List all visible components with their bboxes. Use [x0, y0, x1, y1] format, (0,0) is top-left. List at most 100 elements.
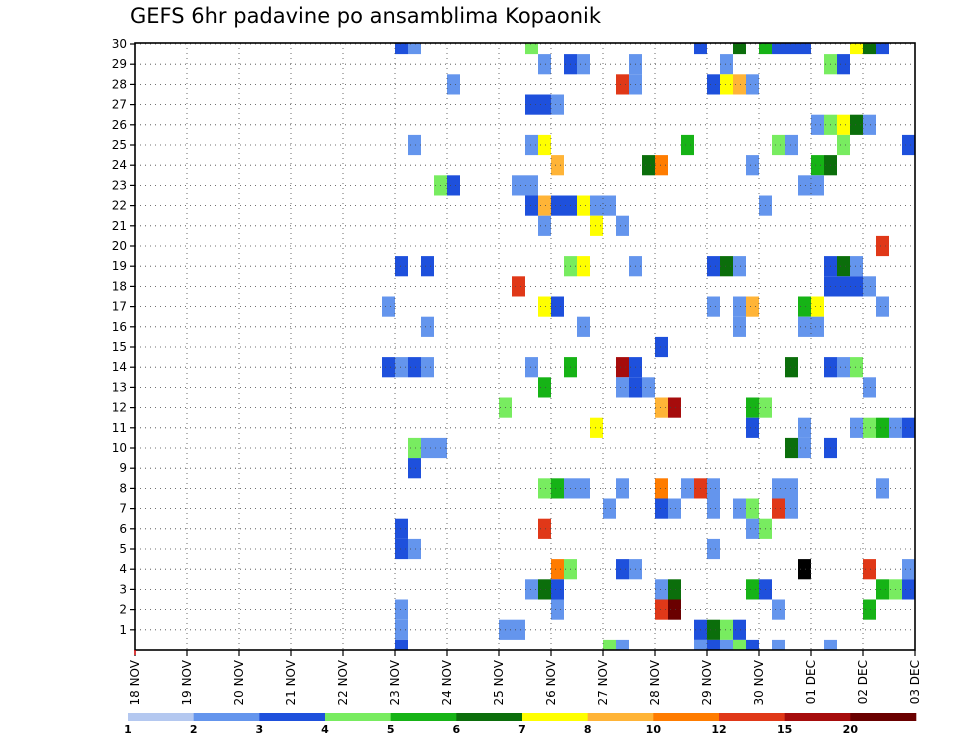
heatmap-cell: [551, 478, 564, 499]
heatmap-cell: [525, 43, 538, 55]
heatmap-cell: [395, 256, 408, 277]
heatmap-cell: [824, 639, 837, 650]
heatmap-cell: [382, 296, 395, 317]
heatmap-cell: [551, 559, 564, 580]
heatmap-cell: [720, 619, 733, 640]
heatmap-cell: [720, 639, 733, 650]
heatmap-cell: [681, 134, 694, 156]
heatmap-cell: [616, 478, 629, 499]
x-tick-label: 18 NOV: [128, 659, 142, 705]
heatmap-cell: [538, 54, 551, 75]
heatmap-cell: [811, 114, 824, 135]
y-tick-label: 19: [112, 259, 127, 273]
heatmap-cell: [551, 195, 564, 216]
y-tick-label: 11: [112, 421, 127, 435]
heatmap-cell: [746, 296, 759, 317]
heatmap-cell: [876, 417, 889, 438]
heatmap-cell: [616, 357, 629, 378]
x-tick-label: 28 NOV: [648, 659, 662, 705]
heatmap-cell: [837, 134, 850, 156]
heatmap-cell: [837, 54, 850, 75]
colorbar-label: 1: [124, 723, 132, 736]
heatmap-cell: [551, 599, 564, 620]
heatmap-cell: [798, 559, 811, 580]
y-tick-label: 27: [112, 98, 127, 112]
colorbar-swatch: [653, 713, 720, 721]
x-tick-label: 30 NOV: [752, 659, 766, 705]
y-tick-label: 4: [119, 562, 127, 576]
y-tick-label: 24: [112, 158, 127, 172]
colorbar-swatch: [325, 713, 391, 721]
heatmap-cell: [408, 134, 421, 156]
heatmap-cell: [798, 417, 811, 438]
heatmap-cell: [421, 357, 434, 378]
y-tick-label: 3: [119, 582, 127, 596]
heatmap-cell: [720, 74, 733, 95]
y-tick-label: 18: [112, 279, 127, 293]
heatmap-cell: [746, 155, 759, 176]
heatmap-cell: [863, 559, 876, 580]
heatmap-cell: [798, 437, 811, 459]
heatmap-cell: [603, 195, 616, 216]
heatmap-cell: [538, 296, 551, 317]
heatmap-cell: [902, 417, 915, 438]
heatmap-cell: [863, 114, 876, 135]
heatmap-cell: [590, 417, 603, 438]
heatmap-cell: [772, 498, 785, 519]
heatmap-cell: [863, 599, 876, 620]
heatmap-cell: [876, 296, 889, 317]
heatmap-cell: [876, 478, 889, 499]
heatmap-cell: [837, 276, 850, 297]
heatmap-cell: [720, 54, 733, 75]
x-tick-label: 19 NOV: [180, 659, 194, 705]
heatmap-cell: [707, 74, 720, 95]
colorbar-label: 12: [711, 723, 726, 736]
heatmap-cell: [616, 215, 629, 236]
heatmap-cell: [798, 175, 811, 196]
heatmap-cell: [538, 94, 551, 115]
y-tick-label: 9: [119, 461, 127, 475]
y-tick-label: 15: [112, 340, 127, 354]
heatmap-cell: [421, 256, 434, 277]
heatmap-cell: [408, 43, 421, 55]
heatmap-cell: [525, 134, 538, 156]
heatmap-cell: [447, 175, 460, 196]
y-tick-label: 28: [112, 77, 127, 91]
heatmap-cell: [447, 74, 460, 95]
heatmap-cell: [746, 417, 759, 438]
x-tick-label: 01 DEC: [804, 660, 818, 704]
heatmap-cell: [733, 498, 746, 519]
heatmap-cell: [746, 397, 759, 418]
heatmap-cell: [863, 276, 876, 297]
heatmap-cell: [785, 357, 798, 378]
y-tick-label: 2: [119, 603, 127, 617]
heatmap-cell: [421, 316, 434, 337]
heatmap-cell: [707, 538, 720, 560]
heatmap-cell: [408, 538, 421, 560]
heatmap-cell: [681, 478, 694, 499]
heatmap-cell: [850, 357, 863, 378]
heatmap-cell: [694, 639, 707, 650]
heatmap-cell: [512, 276, 525, 297]
heatmap-cell: [395, 43, 408, 55]
heatmap-cell: [655, 579, 668, 600]
colorbar: 1 2 3 4 5 6 7 8 10 12 15 20: [124, 713, 917, 736]
heatmap-cell: [785, 134, 798, 156]
heatmap-cell: [668, 498, 681, 519]
heatmap-cell: [655, 336, 668, 358]
heatmap-cell: [577, 478, 590, 499]
heatmap-cell: [772, 599, 785, 620]
heatmap-cell: [785, 437, 798, 459]
heatmap-cell: [538, 215, 551, 236]
colorbar-label: 15: [777, 723, 792, 736]
heatmap-cell: [707, 296, 720, 317]
colorbar-label: 6: [453, 723, 461, 736]
heatmap-cell: [863, 43, 876, 55]
x-tick-label: 02 DEC: [856, 660, 870, 704]
y-tick-label: 14: [112, 360, 127, 374]
x-tick-label: 27 NOV: [596, 659, 610, 705]
heatmap-cells: [382, 43, 915, 650]
colorbar-swatch: [128, 713, 194, 721]
heatmap-cell: [772, 134, 785, 156]
